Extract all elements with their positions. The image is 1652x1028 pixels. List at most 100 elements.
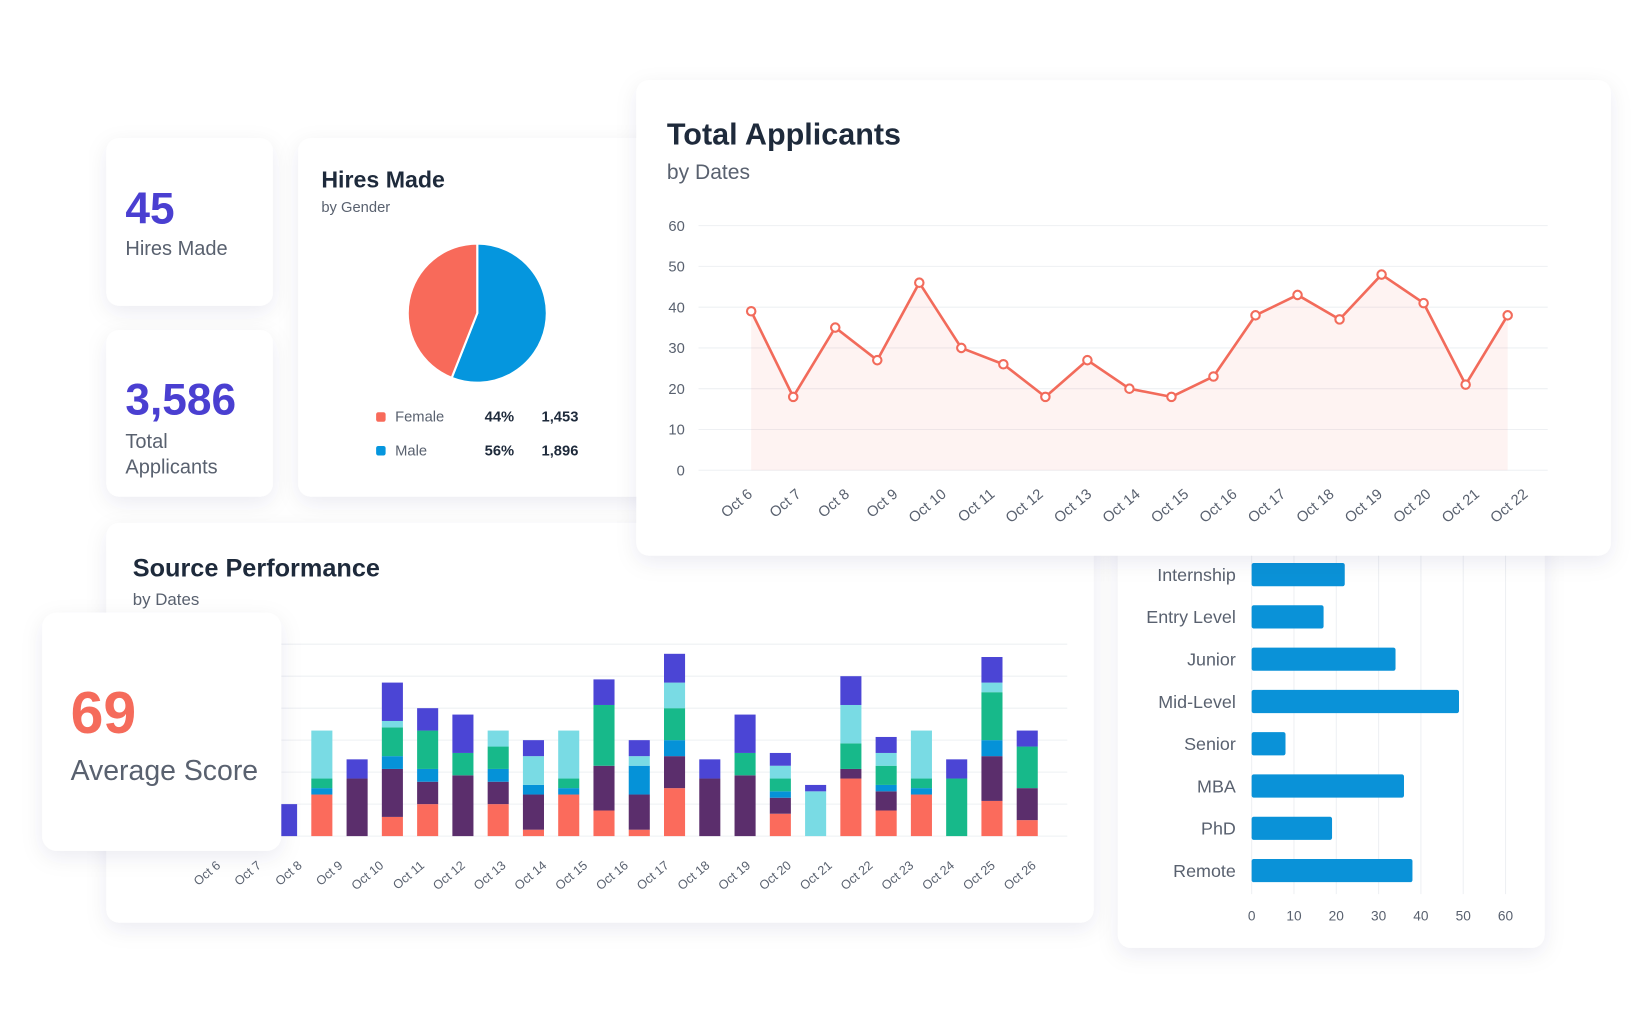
card-bg — [106, 330, 273, 497]
bar-segment — [981, 682, 1003, 693]
y-tick-label: PhD — [1201, 819, 1236, 839]
bar-segment — [558, 778, 580, 789]
bar-segment — [522, 829, 544, 837]
bar-segment — [417, 730, 439, 769]
line-point — [1376, 269, 1387, 280]
legend-percent: 56% — [485, 443, 515, 459]
pie-card: Hires Made by Gender Female 44% 1,453 Male 5… — [298, 138, 678, 497]
bar-segment — [381, 756, 403, 769]
bar-segment — [910, 730, 932, 779]
line-card: Total Applicants by Dates 0102030405060O… — [636, 80, 1611, 556]
bar-segment — [664, 682, 686, 709]
y-tick-label: Entry Level — [1146, 607, 1236, 627]
line-point — [829, 322, 841, 333]
bar-segment — [981, 692, 1003, 741]
pie-slice — [450, 242, 548, 384]
x-tick-label: 10 — [1286, 908, 1302, 923]
bar-segment — [487, 768, 509, 782]
bar-segment — [875, 810, 897, 837]
bar-segment — [910, 778, 932, 789]
y-tick-label: Senior — [1184, 734, 1236, 754]
bar-segment — [522, 794, 544, 830]
y-tick-label: MBA — [1197, 776, 1236, 796]
line-point — [956, 342, 967, 354]
legend-count: 1,453 — [542, 410, 579, 426]
x-tick-label: 0 — [1248, 908, 1256, 923]
bar-segment — [769, 765, 791, 779]
bar — [1251, 774, 1404, 798]
bar-segment — [452, 752, 474, 776]
bar-segment — [452, 714, 474, 753]
pie-slice — [406, 242, 479, 380]
bar-segment — [522, 756, 544, 785]
line-point — [1334, 314, 1345, 325]
bar-segment — [875, 791, 897, 811]
line-point — [1040, 391, 1051, 403]
bar-segment — [840, 676, 862, 705]
card-subtitle: by Gender — [321, 200, 390, 216]
bar-segment — [734, 752, 756, 776]
bar-segment — [487, 804, 509, 837]
bar-segment — [1016, 730, 1038, 747]
bar-segment — [628, 794, 650, 830]
bar — [1251, 563, 1345, 587]
kpi-card: 69 Average Score — [42, 612, 282, 851]
bar-segment — [558, 788, 580, 795]
bar-segment — [769, 791, 791, 798]
legend-count: 1,896 — [542, 443, 579, 459]
bar — [1251, 858, 1413, 883]
bar-segment — [840, 743, 862, 769]
bar-segment — [417, 708, 439, 731]
bar-segment — [311, 778, 333, 789]
y-tick-label: Junior — [1187, 650, 1236, 670]
bar — [1251, 689, 1460, 714]
y-tick-label: Remote — [1173, 861, 1236, 881]
legend-swatch — [376, 412, 386, 422]
y-tick-label: 40 — [668, 300, 684, 316]
kpi-label: Total Applicants — [125, 431, 217, 478]
bar-segment — [875, 736, 897, 753]
bar-segment — [769, 752, 791, 766]
bar-segment — [699, 759, 721, 779]
line-point — [914, 277, 925, 288]
bar-segment — [381, 682, 403, 721]
y-tick-label: Mid-Level — [1158, 692, 1236, 712]
bar-segment — [981, 756, 1003, 801]
bar-segment — [417, 804, 439, 837]
x-tick-label: 20 — [1329, 908, 1345, 923]
bar-segment — [417, 781, 439, 805]
card-title: Total Applicants — [667, 117, 901, 151]
y-tick-label: 20 — [668, 382, 684, 398]
bar-segment — [734, 714, 756, 753]
bar-segment — [628, 756, 650, 766]
bar-segment — [487, 781, 509, 805]
bar-segment — [875, 752, 897, 766]
bar-segment — [946, 778, 968, 837]
bar-segment — [910, 788, 932, 795]
bar-segment — [910, 794, 932, 837]
bar-segment — [699, 778, 721, 837]
bar-segment — [981, 657, 1003, 683]
y-tick-label: 50 — [668, 260, 684, 276]
bar-segment — [769, 778, 791, 792]
card-bg — [42, 612, 282, 851]
bar-segment — [734, 775, 756, 837]
bar-segment — [558, 730, 580, 779]
bar-segment — [981, 800, 1003, 837]
bar-segment — [522, 740, 544, 757]
x-tick-label: 60 — [1498, 908, 1514, 923]
bar-segment — [593, 679, 615, 705]
bar-segment — [558, 794, 580, 837]
bar — [1251, 732, 1286, 756]
card-subtitle: by Dates — [133, 590, 200, 609]
bar-segment — [840, 778, 862, 837]
legend-label: Female — [395, 410, 444, 426]
stacked-card: Source Performance by Dates Oct 6 Oct 7 Oc… — [106, 522, 1094, 923]
line-point — [1418, 297, 1429, 309]
line-point — [1250, 310, 1261, 321]
card-bg — [636, 80, 1611, 556]
bar-segment — [628, 765, 650, 795]
card-bg — [106, 138, 273, 306]
y-tick-label: 10 — [668, 423, 684, 439]
